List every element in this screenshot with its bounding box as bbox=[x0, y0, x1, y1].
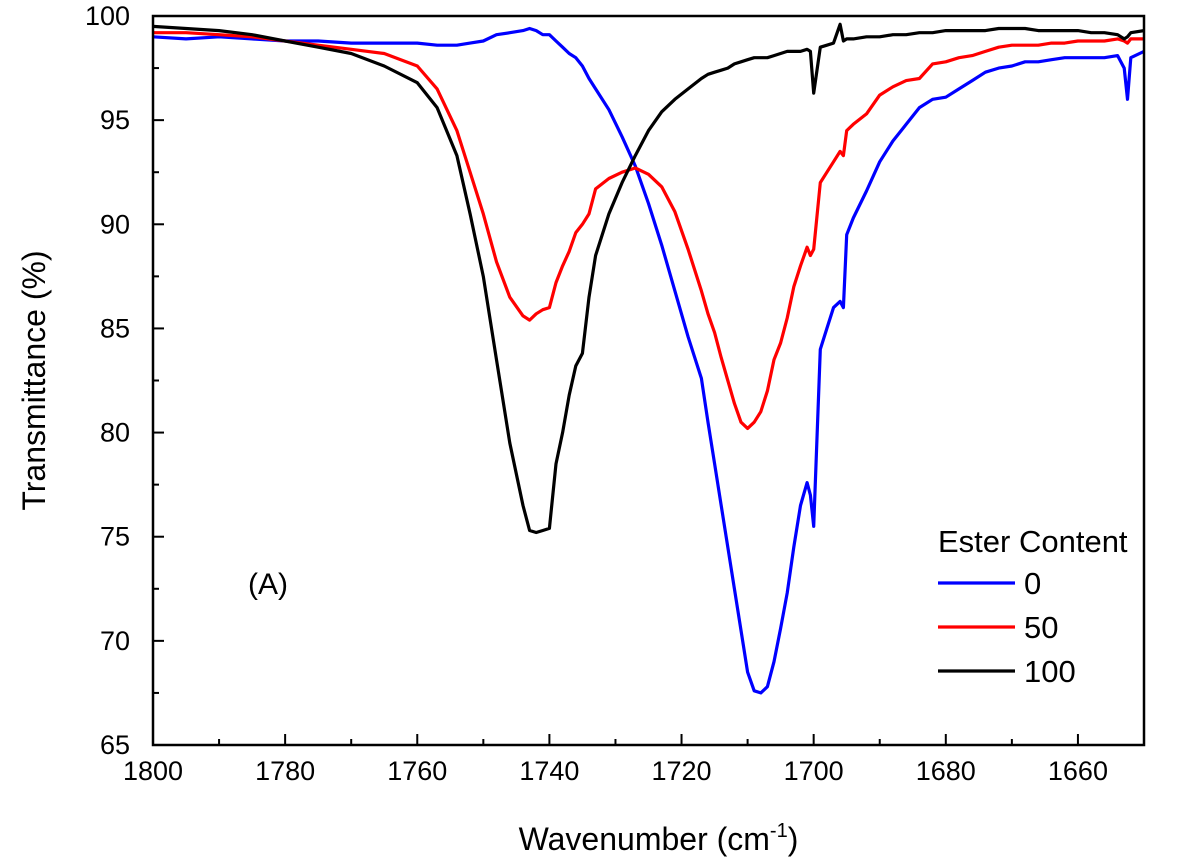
x-tick-label: 1660 bbox=[1048, 756, 1108, 786]
legend-title: Ester Content bbox=[938, 524, 1128, 559]
x-axis-title-superscript: -1 bbox=[770, 820, 788, 842]
series-line-100 bbox=[152, 22, 1145, 535]
x-axis-title-suffix: ) bbox=[788, 821, 799, 857]
x-tick-label: 1680 bbox=[916, 756, 976, 786]
legend-label-100: 100 bbox=[1024, 654, 1076, 689]
x-tick-label: 1720 bbox=[651, 756, 711, 786]
x-tick-label: 1740 bbox=[519, 756, 579, 786]
y-tick-label: 80 bbox=[100, 418, 130, 448]
x-axis-title-main: Wavenumber (cm bbox=[519, 821, 770, 857]
legend: Ester Content 0 50 100 bbox=[938, 524, 1128, 689]
y-tick-label: 100 bbox=[85, 1, 130, 31]
x-axis-title: Wavenumber (cm-1) bbox=[519, 820, 799, 857]
y-tick-label: 90 bbox=[100, 209, 130, 239]
x-tick-label: 1780 bbox=[255, 756, 315, 786]
x-tick-label: 1760 bbox=[387, 756, 447, 786]
y-tick-label: 70 bbox=[100, 626, 130, 656]
y-axis-title: Transmittance (%) bbox=[16, 250, 52, 510]
y-tick-label: 65 bbox=[100, 730, 130, 760]
y-tick-label: 75 bbox=[100, 522, 130, 552]
plot-frame bbox=[151, 14, 1146, 747]
ticks-layer: 1800 1780 1760 1740 1720 1700 1680 1660 65 70 75 80… bbox=[85, 1, 1108, 786]
x-tick-label: 1800 bbox=[123, 756, 183, 786]
y-tick-label: 95 bbox=[100, 105, 130, 135]
x-tick-label: 1700 bbox=[784, 756, 844, 786]
series-line-50 bbox=[153, 31, 1144, 430]
legend-label-50: 50 bbox=[1024, 610, 1058, 645]
legend-entries: 0 50 100 bbox=[938, 566, 1076, 689]
series-layer bbox=[152, 22, 1145, 695]
legend-label-0: 0 bbox=[1024, 566, 1041, 601]
panel-label-annotation: (A) bbox=[248, 568, 288, 601]
series-line-0 bbox=[152, 26, 1145, 695]
y-tick-label: 85 bbox=[100, 313, 130, 343]
